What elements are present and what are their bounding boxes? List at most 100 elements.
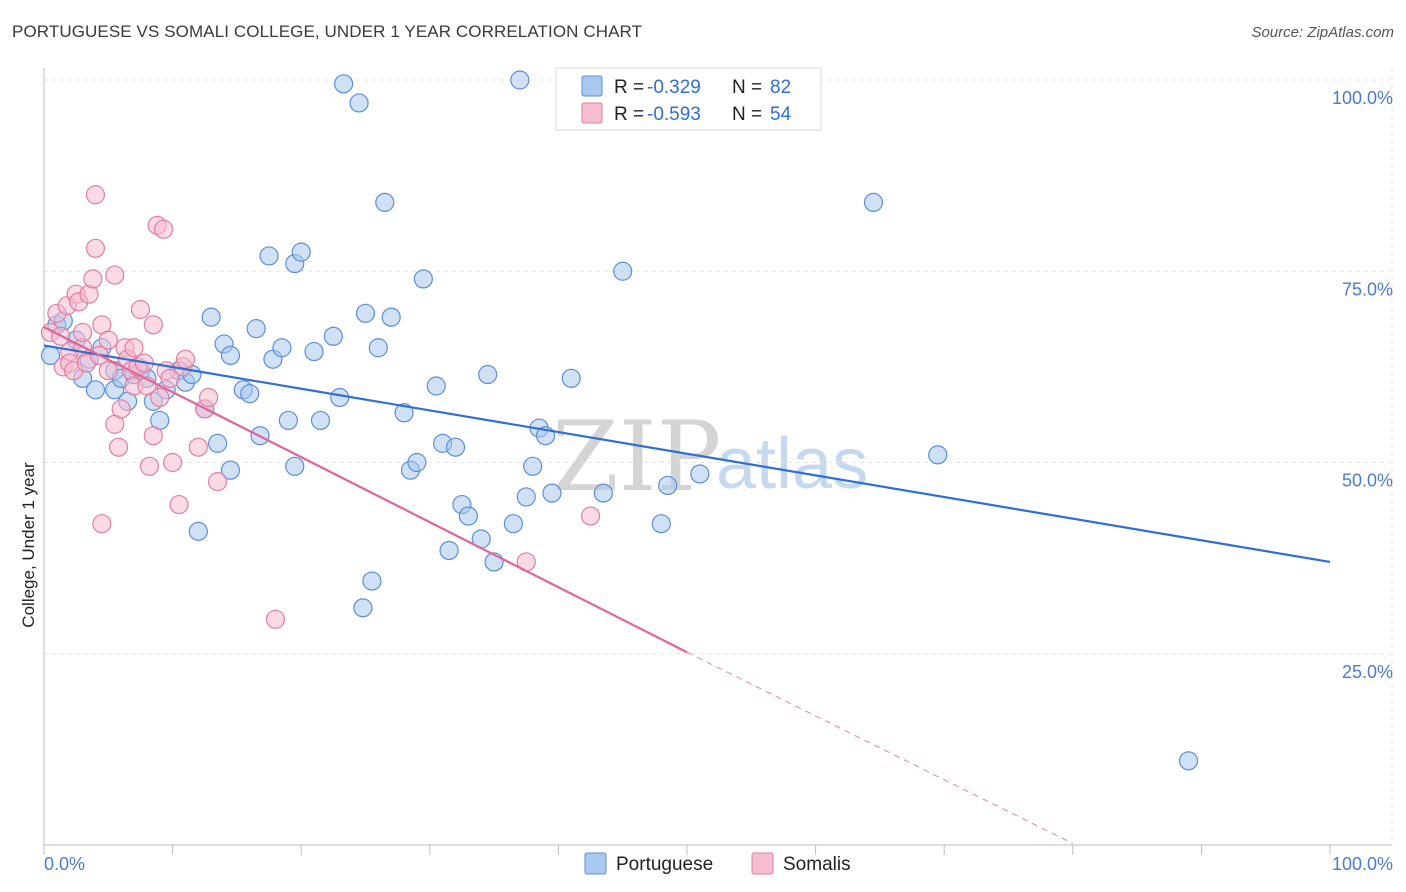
portuguese-point-34 [272,338,292,358]
portuguese-point-24 [208,433,228,453]
portuguese-point-21 [188,521,208,541]
portuguese-point-55 [426,376,446,396]
somalis-point-46 [175,349,196,369]
portuguese-point-44 [349,93,369,113]
legend-somalis-label: Somalis [783,854,851,875]
legend-portuguese-swatch [584,852,607,875]
portuguese-point-32 [259,246,279,266]
somalis-point-22 [105,265,125,285]
portuguese-point-50 [381,307,401,327]
portuguese-point-65 [510,70,530,90]
portuguese-trend-line [43,344,1331,564]
portuguese-point-53 [407,452,427,473]
portuguese-point-73 [613,261,633,281]
somalis-trend-line [43,326,688,654]
portuguese-point-60 [458,506,478,526]
portuguese-point-42 [330,387,350,408]
portuguese-point-43 [334,74,354,94]
somalis-point-43 [163,452,183,473]
portuguese-swatch [581,75,603,97]
portuguese-point-66 [516,487,536,507]
legend-somalis-swatch [751,852,774,875]
somalis-point-11 [72,322,93,343]
somalis-point-44 [169,494,189,515]
trend-lines [43,326,1331,845]
legend-portuguese-label: Portuguese [616,854,713,875]
portuguese-point-35 [278,410,298,431]
portuguese-point-75 [658,475,678,496]
portuguese-point-6 [85,380,106,400]
somalis-point-32 [130,299,151,320]
portuguese-point-40 [310,410,331,431]
y-axis-title: College, Under 1 year [19,462,38,628]
portuguese-point-38 [291,242,311,262]
portuguese-point-77 [863,192,884,212]
portuguese-point-58 [445,437,466,457]
portuguese-point-51 [394,403,414,423]
x-tick-label-min: 0.0% [44,854,85,874]
watermark-zip: ZIP [552,401,721,513]
portuguese-point-47 [362,571,382,591]
source-label: Source: ZipAtlas.com [1251,24,1394,41]
somalis-point-37 [143,426,163,446]
x-tick-labels: 0.0% 100.0% [44,854,1393,874]
axes [43,68,1392,855]
portuguese-point-23 [201,307,221,327]
portuguese-point-26 [220,345,241,365]
somalis-point-50 [208,472,228,492]
bottom-legend: Portuguese Somalis [584,852,851,875]
somalis-point-35 [139,456,160,476]
portuguese-n-label: N = [732,77,762,98]
somalis-point-47 [188,437,208,457]
y-tick-labels: 25.0% 50.0% 75.0% 100.0% [1332,88,1393,682]
chart-title: PORTUGUESE VS SOMALI COLLEGE, UNDER 1 YE… [12,22,643,41]
portuguese-point-70 [542,483,562,503]
somalis-swatch [581,102,603,124]
portuguese-point-49 [375,192,395,212]
somalis-point-49 [199,387,219,408]
portuguese-point-79 [1178,751,1199,771]
portuguese-points [40,70,1199,771]
somalis-point-53 [580,506,601,526]
stats-row-portuguese: R = -0.329 N = 82 [581,75,791,98]
portuguese-point-45 [353,598,373,618]
y-tick-label-1: 50.0% [1342,471,1393,491]
portuguese-point-54 [413,269,433,289]
portuguese-r-value: -0.329 [647,77,701,98]
somalis-point-51 [265,609,286,629]
somalis-point-15 [85,185,106,205]
portuguese-point-46 [355,303,376,323]
y-tick-label-0: 25.0% [1342,662,1393,682]
somalis-n-label: N = [732,104,762,125]
y-tick-label-3: 100.0% [1332,88,1393,108]
portuguese-point-39 [304,341,324,362]
portuguese-point-27 [220,460,241,480]
somalis-point-39 [150,387,170,408]
somalis-r-label: R = [614,104,644,125]
somalis-point-14 [83,269,103,289]
grid-lines [44,68,1393,845]
portuguese-point-62 [478,364,498,385]
portuguese-point-67 [523,456,543,476]
portuguese-point-29 [240,384,260,404]
watermark-atlas: atlas [716,424,868,504]
stats-row-somalis: R = -0.593 N = 54 [581,102,792,125]
somalis-point-42 [160,368,180,388]
somalis-point-19 [92,514,112,534]
portuguese-point-78 [928,445,948,465]
portuguese-point-48 [368,338,388,358]
somalis-r-value: -0.593 [647,104,701,125]
portuguese-point-30 [246,319,266,339]
portuguese-point-72 [593,483,614,503]
somalis-point-16 [85,238,106,258]
x-tick-label-max: 100.0% [1332,854,1393,874]
somalis-point-24 [108,437,129,457]
somalis-point-40 [153,219,174,239]
somalis-n-value: 54 [770,104,792,125]
somalis-point-21 [98,361,118,381]
somalis-point-20 [98,330,118,350]
portuguese-point-36 [285,456,305,476]
portuguese-r-label: R = [614,77,644,98]
portuguese-point-64 [503,514,523,534]
